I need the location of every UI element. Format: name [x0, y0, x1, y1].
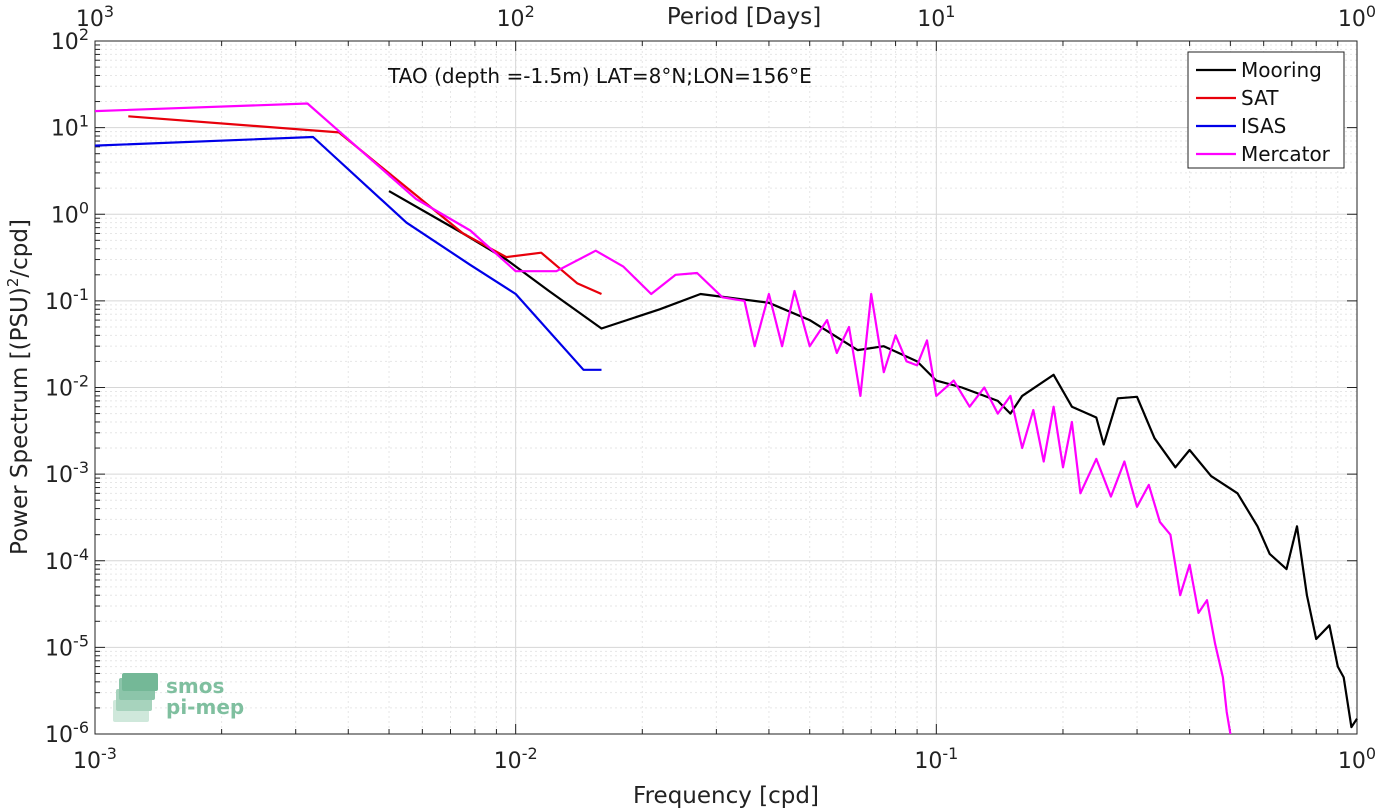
legend-label-isas: ISAS	[1241, 114, 1286, 138]
axis-ticks	[94, 41, 1357, 735]
y-tick-label: 10-1	[45, 284, 89, 315]
series-line-sat	[128, 115, 602, 296]
legend-label-mercator: Mercator	[1241, 142, 1331, 166]
y-tick-label: 102	[51, 25, 89, 56]
x-tick-label: 100	[1338, 744, 1376, 775]
logo: smos pi-mep	[113, 673, 244, 722]
y-tick-label: 10-6	[45, 718, 89, 749]
x-tick-labels: 10-3 10-2 10-1 100	[73, 744, 1376, 775]
x-tick-label: 10-3	[73, 744, 117, 775]
top-tick-label: 103	[76, 2, 114, 33]
y-tick-labels: 102 101 100 10-1 10-2 10-3 10-4 10-5 10-6	[45, 25, 89, 749]
top-tick-label: 101	[917, 2, 955, 33]
top-axis-label: Period [Days]	[667, 4, 821, 30]
x-tick-label: 10-1	[914, 744, 958, 775]
y-tick-label: 10-5	[45, 631, 89, 662]
y-tick-label: 10-2	[45, 371, 89, 402]
y-tick-label: 10-3	[45, 458, 89, 489]
logo-line2: pi-mep	[166, 695, 244, 719]
logo-line1: smos	[166, 674, 224, 698]
top-tick-label: 100	[1338, 2, 1376, 33]
legend-box	[1187, 51, 1345, 169]
y-tick-label: 100	[51, 198, 89, 229]
series-line-isas	[94, 135, 602, 371]
legend: Mooring SAT ISAS Mercator	[1187, 51, 1345, 169]
logo-mark	[113, 673, 158, 722]
legend-label-mooring: Mooring	[1241, 58, 1322, 82]
x-tick-label: 10-2	[494, 744, 538, 775]
top-tick-label: 102	[497, 2, 535, 33]
y-tick-label: 10-4	[45, 544, 89, 575]
series-line-mercator	[94, 102, 1232, 735]
legend-label-sat: SAT	[1241, 86, 1279, 110]
top-tick-labels: 103 102 101 100	[76, 2, 1376, 33]
major-grid	[94, 41, 1357, 735]
y-tick-label: 101	[51, 111, 89, 142]
series-layer	[94, 102, 1358, 735]
chart-annotation: TAO (depth =-1.5m) LAT=8°N;LON=156°E	[387, 64, 812, 88]
y-axis-label: Power Spectrum [(PSU)2/cpd]	[4, 219, 33, 555]
x-axis-label: Frequency [cpd]	[633, 783, 819, 809]
